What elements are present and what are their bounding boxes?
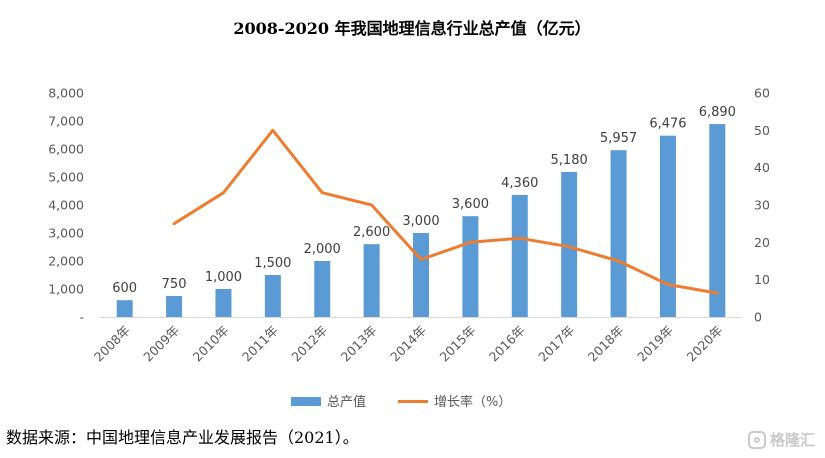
x-axis-tick-label: 2018年 (585, 323, 627, 365)
bar-data-label: 600 (112, 281, 137, 296)
watermark: 格隆汇 (747, 429, 815, 450)
bar-data-label: 6,476 (649, 117, 686, 132)
x-axis-tick-label: 2015年 (437, 323, 479, 365)
watermark-text: 格隆汇 (769, 431, 815, 449)
right-axis-tick-label: 10 (754, 272, 770, 287)
left-axis-tick-label: 4,000 (48, 198, 84, 213)
right-axis: 0 10 20 30 40 50 60 (754, 86, 770, 325)
right-axis-tick-label: 60 (754, 86, 770, 101)
right-axis-tick-label: 0 (754, 310, 762, 325)
bar-data-label: 3,600 (452, 197, 489, 212)
left-axis-tick-label: 2,000 (48, 254, 84, 269)
left-axis-tick-label: 5,000 (48, 170, 84, 185)
legend-label-line: 增长率（%） (434, 394, 511, 410)
x-axis-tick-label: 2008年 (91, 323, 133, 365)
bar-data-label: 750 (162, 277, 187, 292)
bar-data-label: 1,000 (205, 270, 242, 285)
bar-data-label: 2,000 (304, 242, 341, 257)
left-axis-tick-label: 1,000 (48, 282, 84, 297)
bar (462, 216, 479, 317)
right-axis-tick-label: 40 (754, 160, 770, 175)
legend: 总产值 增长率（%） (291, 394, 511, 410)
bar (314, 261, 331, 317)
bar-data-label: 2,600 (353, 225, 390, 240)
x-axis-tick-label: 2019年 (634, 323, 676, 365)
bar-data-label: 5,957 (600, 131, 637, 146)
bar (363, 244, 380, 317)
left-axis-tick-label: - (79, 310, 84, 325)
left-axis-tick-label: 6,000 (48, 142, 84, 157)
bar-data-label: 4,360 (501, 176, 538, 191)
left-axis-tick-label: 3,000 (48, 226, 84, 241)
bar (659, 135, 676, 317)
bar-labels: 600 750 1,000 1,500 2,000 2,600 3,000 3,600 4,36… (112, 105, 736, 296)
x-axis-tick-label: 2010年 (190, 323, 232, 365)
bar (215, 289, 232, 317)
x-axis-tick-label: 2014年 (387, 323, 429, 365)
bar (264, 275, 281, 317)
x-axis-tick-label: 2011年 (239, 323, 281, 365)
right-axis-tick-label: 50 (754, 123, 770, 138)
x-axis-tick-label: 2017年 (535, 323, 577, 365)
bar (561, 171, 578, 317)
bar (166, 296, 183, 317)
legend-label-bar: 总产值 (327, 394, 366, 410)
x-axis-tick-label: 2009年 (140, 323, 182, 365)
right-axis-tick-label: 20 (754, 235, 770, 250)
bar (610, 150, 627, 317)
bar (413, 233, 429, 317)
bar-data-label: 3,000 (402, 214, 439, 229)
x-axis-tick-label: 2020年 (683, 323, 725, 365)
left-axis-tick-label: 7,000 (48, 114, 84, 129)
x-axis-tick-label: 2012年 (288, 323, 330, 365)
growth-rate-line (172, 128, 719, 295)
source-note: 数据来源：中国地理信息产业发展报告（2021）。 (6, 428, 359, 447)
bar-data-label: 1,500 (254, 256, 291, 271)
left-axis: - 1,000 2,000 3,000 4,000 5,000 6,000 7,000 8,00… (48, 86, 84, 325)
chart-title: 2008-2020 年我国地理信息行业总产值（亿元） (233, 19, 590, 38)
bar (709, 124, 726, 317)
right-axis-tick-label: 30 (754, 198, 770, 213)
chart: 2008-2020 年我国地理信息行业总产值（亿元） - 1,000 2,000 3,… (48, 19, 770, 410)
bar (511, 194, 528, 317)
left-axis-tick-label: 8,000 (48, 86, 84, 101)
line-series (172, 128, 719, 295)
bar (116, 300, 133, 317)
bar-data-label: 6,890 (699, 105, 736, 120)
legend-swatch-bar (291, 397, 321, 406)
x-axis-tick-label: 2013年 (338, 323, 380, 365)
x-axis-tick-label: 2016年 (486, 323, 528, 365)
bar-data-label: 5,180 (551, 153, 588, 168)
gelonghui-logo-icon (747, 430, 766, 449)
x-axis-labels: 2008年 2009年 2010年 2011年 2012年 2013年 2014年 2015年… (91, 323, 726, 365)
